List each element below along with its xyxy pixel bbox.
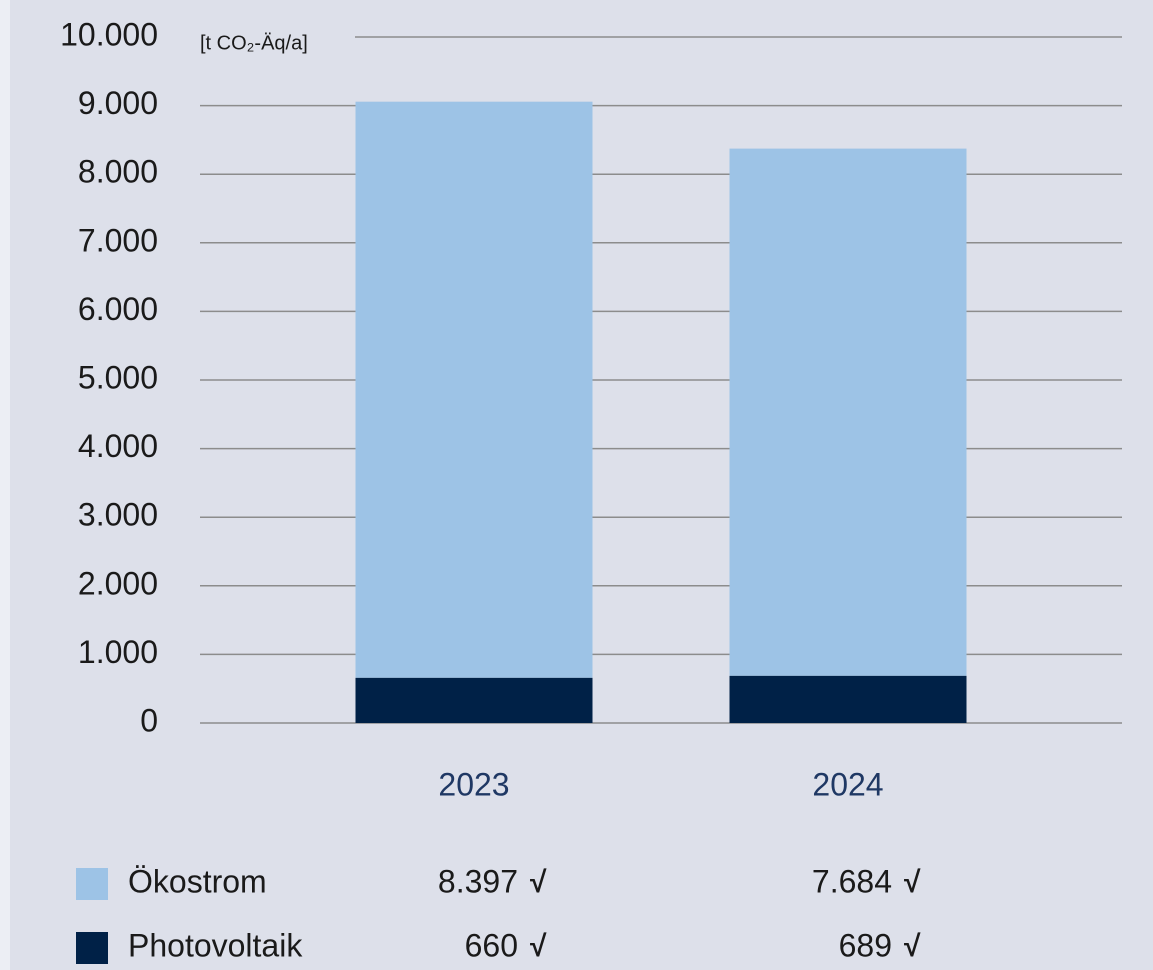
legend-label: Photovoltaik	[128, 927, 303, 963]
y-tick-label: 0	[140, 702, 158, 738]
check-mark: √	[904, 930, 921, 963]
y-tick-label: 9.000	[78, 85, 158, 121]
check-mark: √	[530, 930, 547, 963]
bar-segment	[729, 148, 967, 676]
check-mark: √	[904, 866, 921, 899]
y-tick-label: 2.000	[78, 565, 158, 601]
y-tick-label: 6.000	[78, 291, 158, 327]
legend-swatch	[76, 868, 108, 900]
check-mark: √	[530, 866, 547, 899]
y-tick-label: 7.000	[78, 222, 158, 258]
y-tick-label: 10.000	[60, 16, 158, 52]
value-label: 7.684	[812, 863, 892, 899]
y-tick-label: 4.000	[78, 428, 158, 464]
bar-segment	[729, 675, 967, 723]
x-tick-label: 2024	[812, 766, 883, 802]
y-axis-label: [t CO₂-Äq/a]	[200, 32, 308, 54]
legend-label: Ökostrom	[128, 863, 267, 899]
legend-swatch	[76, 932, 108, 964]
y-tick-label: 1.000	[78, 634, 158, 670]
value-label: 8.397	[438, 863, 518, 899]
bar-segment	[355, 101, 593, 678]
y-tick-label: 5.000	[78, 359, 158, 395]
bar-segment	[355, 677, 593, 723]
y-tick-label: 8.000	[78, 154, 158, 190]
value-label: 689	[839, 927, 892, 963]
y-tick-label: 3.000	[78, 497, 158, 533]
x-tick-label: 2023	[438, 766, 509, 802]
value-label: 660	[465, 927, 518, 963]
left-strip	[0, 0, 10, 970]
